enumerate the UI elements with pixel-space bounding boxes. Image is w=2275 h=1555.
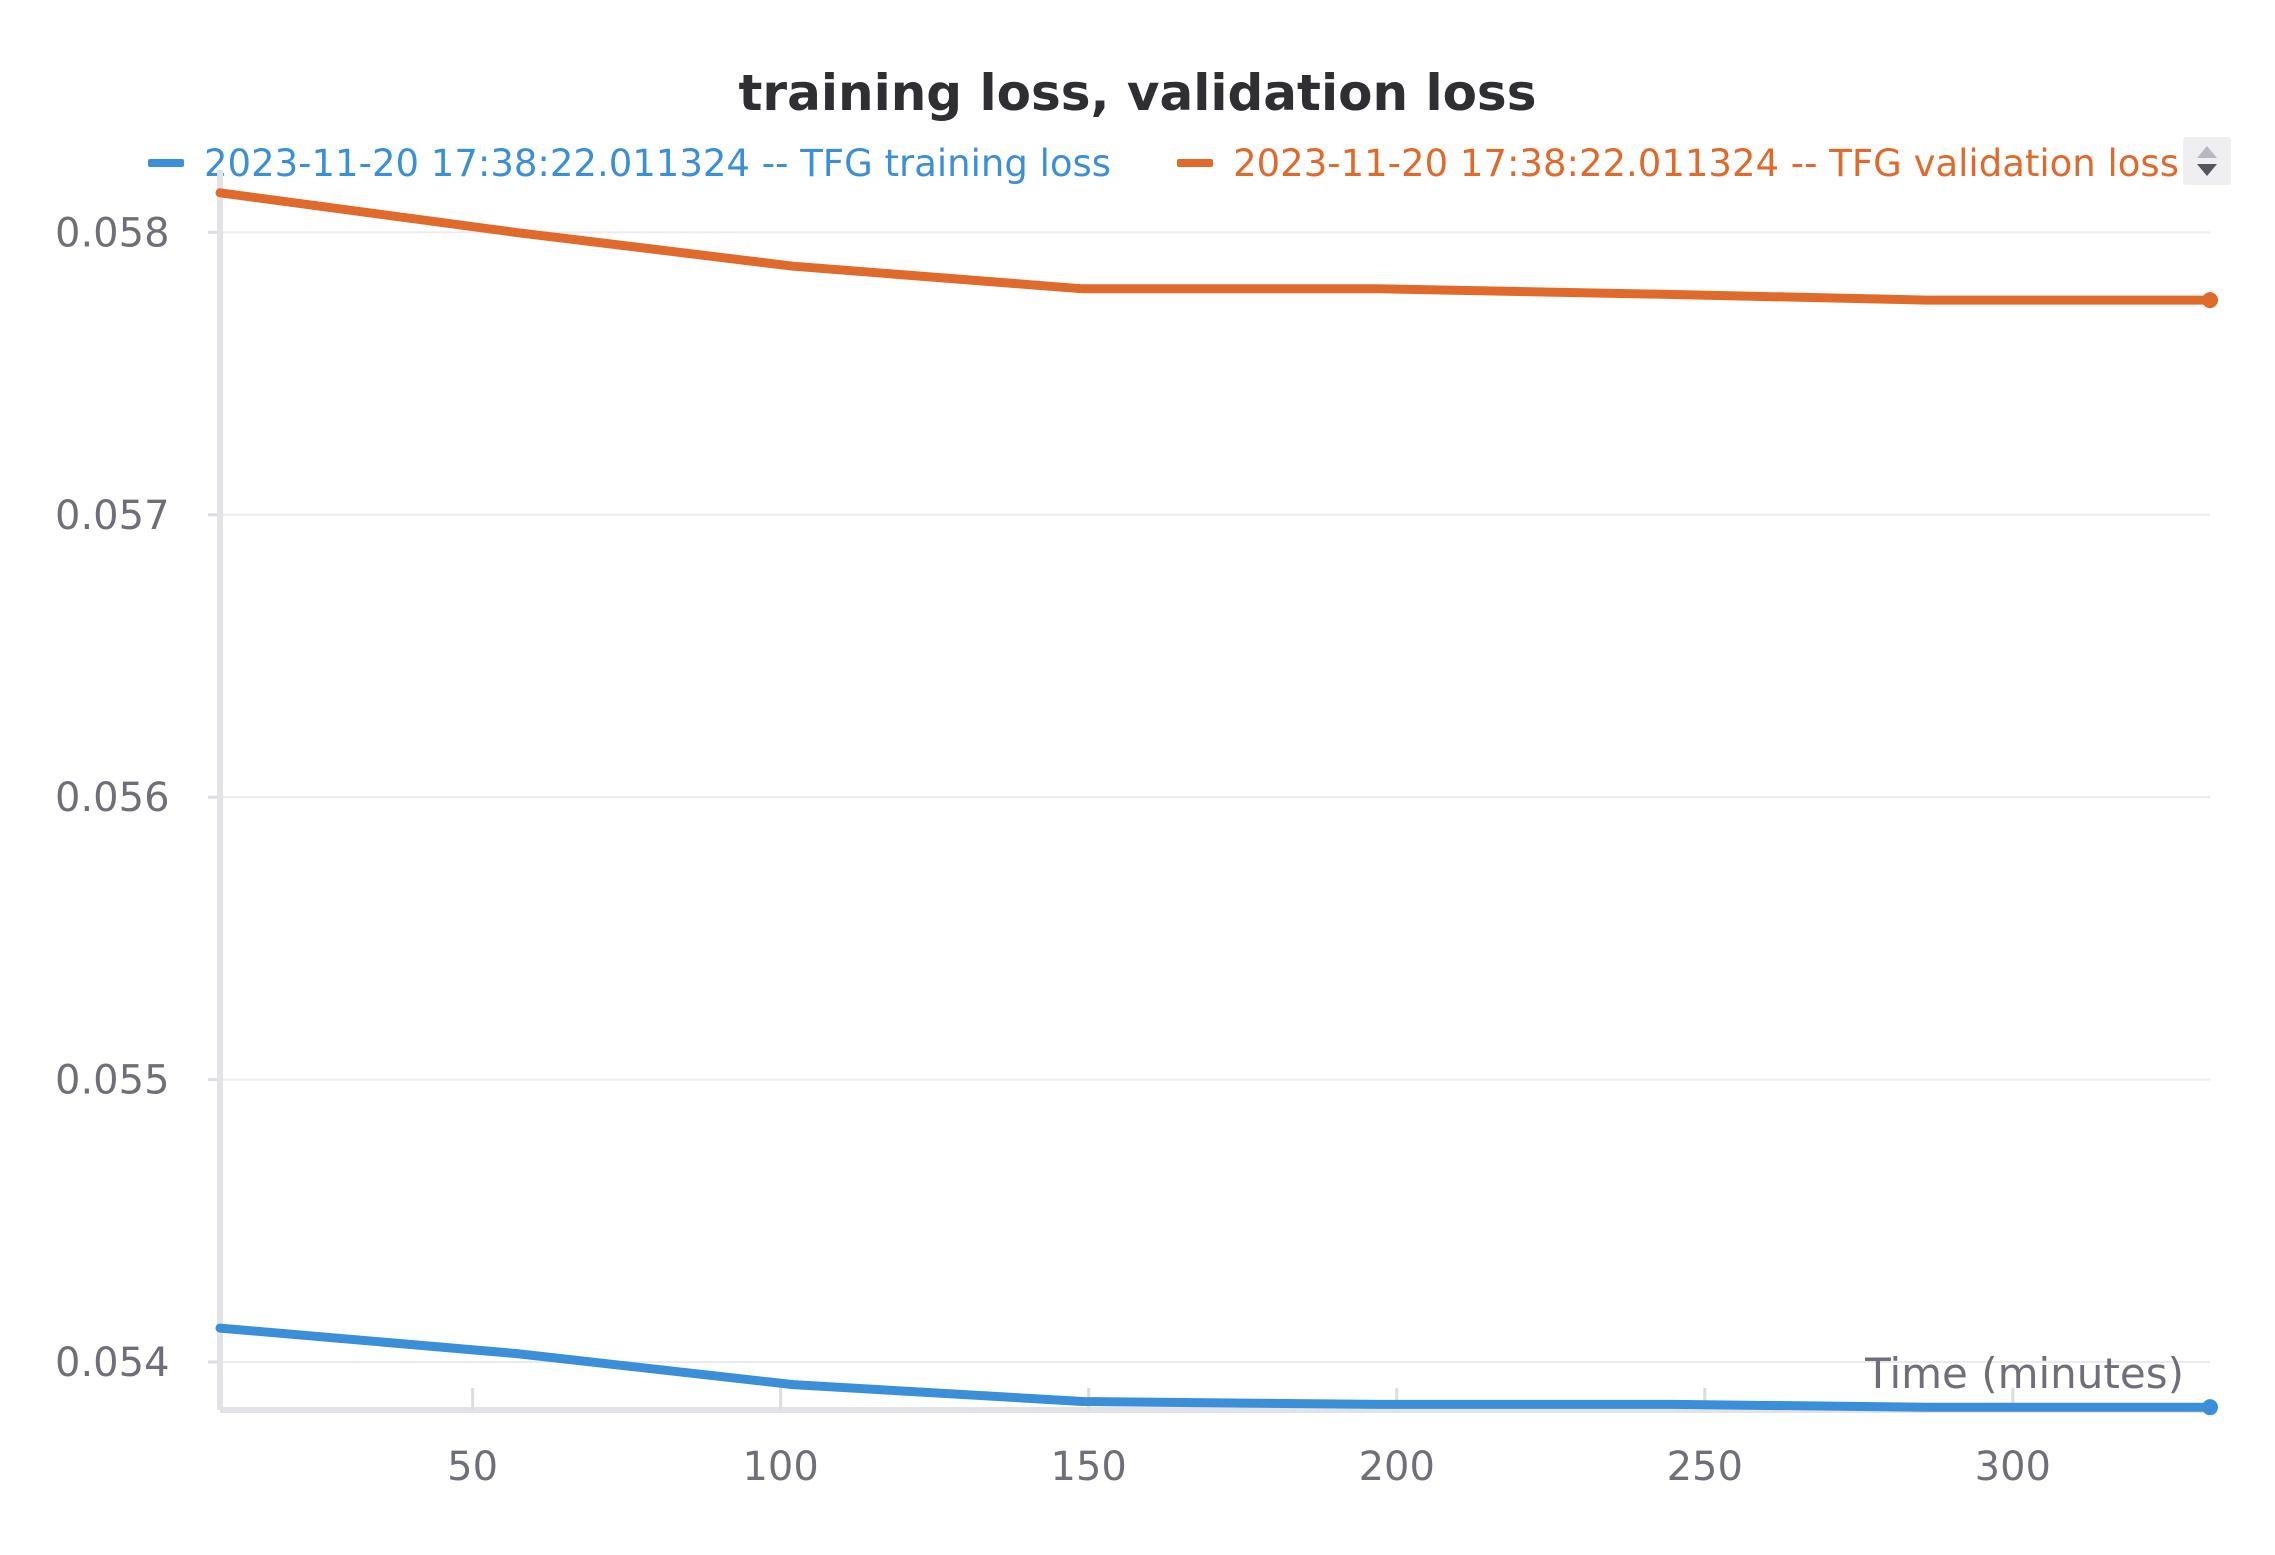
grid-lines	[220, 231, 2210, 1363]
scroll-down-icon	[2197, 164, 2217, 176]
data-series	[215, 188, 2218, 1416]
x-axis-title: Time (minutes)	[1864, 1349, 2184, 1398]
legend-scroll-button[interactable]	[2183, 137, 2231, 185]
y-tick-label: 0.055	[55, 1058, 170, 1104]
axes	[208, 170, 2210, 1413]
x-tick-label: 150	[1051, 1444, 1127, 1490]
chart-legend: 2023-11-20 17:38:22.011324 -- TFG traini…	[148, 140, 2245, 186]
legend-item-validation-loss[interactable]: 2023-11-20 17:38:22.011324 -- TFG valida…	[1177, 142, 2179, 185]
series-end-point-validation-loss	[2202, 292, 2218, 309]
series-line-validation-loss[interactable]	[215, 188, 2215, 305]
series-end-point-training-loss	[2202, 1399, 2218, 1416]
scroll-up-icon	[2197, 146, 2217, 158]
legend-swatch-training-loss	[148, 159, 184, 167]
legend-item-training-loss[interactable]: 2023-11-20 17:38:22.011324 -- TFG traini…	[148, 142, 1111, 185]
axis-labels: 0.054 0.055 0.056 0.057 0.058 50 100 150 200 250 3…	[55, 210, 2184, 1490]
x-tick-label: 200	[1359, 1444, 1435, 1490]
chart-title: training loss, validation loss	[738, 64, 1537, 122]
y-tick-label: 0.054	[55, 1340, 170, 1386]
y-tick-label: 0.057	[55, 493, 170, 539]
series-line-training-loss[interactable]	[215, 1323, 2215, 1412]
legend-label-training-loss: 2023-11-20 17:38:22.011324 -- TFG traini…	[204, 141, 1112, 185]
legend-label-validation-loss: 2023-11-20 17:38:22.011324 -- TFG valida…	[1233, 141, 2179, 185]
legend-swatch-validation-loss	[1177, 159, 1214, 167]
y-tick-label: 0.056	[55, 775, 170, 821]
x-tick-label: 300	[1975, 1444, 2051, 1490]
x-tick-label: 250	[1667, 1444, 1743, 1490]
x-tick-label: 100	[742, 1444, 818, 1490]
y-tick-label: 0.058	[55, 210, 170, 256]
x-tick-label: 50	[447, 1444, 498, 1490]
